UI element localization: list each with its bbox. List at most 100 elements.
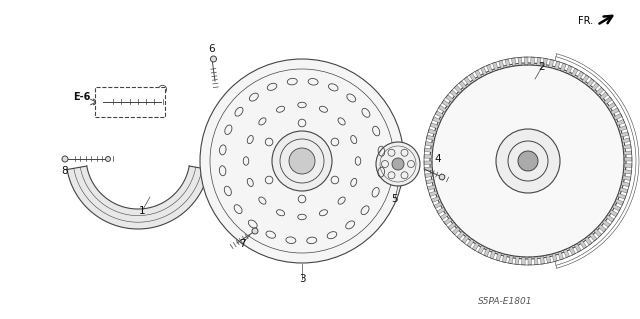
Polygon shape <box>577 71 584 80</box>
Polygon shape <box>430 123 439 129</box>
Polygon shape <box>524 57 528 65</box>
Polygon shape <box>450 90 458 98</box>
Polygon shape <box>424 161 432 165</box>
Polygon shape <box>591 83 599 91</box>
Polygon shape <box>537 57 541 66</box>
Polygon shape <box>428 129 436 135</box>
Polygon shape <box>518 57 522 65</box>
Text: FR.: FR. <box>578 16 593 26</box>
Polygon shape <box>425 142 434 146</box>
Polygon shape <box>426 135 435 140</box>
Polygon shape <box>424 148 433 152</box>
Polygon shape <box>602 219 611 227</box>
Polygon shape <box>584 237 592 245</box>
Polygon shape <box>572 68 578 77</box>
Polygon shape <box>624 164 632 167</box>
Polygon shape <box>509 255 513 264</box>
Polygon shape <box>624 157 632 161</box>
Polygon shape <box>582 75 589 83</box>
Polygon shape <box>454 85 462 93</box>
Polygon shape <box>67 166 209 229</box>
Polygon shape <box>426 179 435 184</box>
Polygon shape <box>502 254 508 263</box>
Polygon shape <box>448 222 456 230</box>
Polygon shape <box>484 248 490 256</box>
Polygon shape <box>618 125 627 131</box>
Circle shape <box>252 228 258 234</box>
Circle shape <box>496 129 560 193</box>
Polygon shape <box>499 60 504 69</box>
Polygon shape <box>622 176 631 181</box>
Polygon shape <box>620 132 628 137</box>
Polygon shape <box>616 119 625 126</box>
Text: 5: 5 <box>392 194 398 204</box>
Polygon shape <box>467 239 474 247</box>
Polygon shape <box>543 58 547 67</box>
Polygon shape <box>613 114 622 120</box>
Text: 8: 8 <box>61 166 68 176</box>
Polygon shape <box>444 218 452 225</box>
Polygon shape <box>540 256 545 264</box>
Polygon shape <box>621 182 630 187</box>
Text: 2: 2 <box>539 62 545 72</box>
Polygon shape <box>433 117 441 123</box>
Polygon shape <box>496 252 502 261</box>
Polygon shape <box>424 154 432 158</box>
Polygon shape <box>457 231 465 239</box>
Polygon shape <box>569 246 575 255</box>
Text: E-6: E-6 <box>74 92 91 102</box>
Text: 3: 3 <box>299 274 305 284</box>
Polygon shape <box>478 245 484 254</box>
Polygon shape <box>617 193 626 199</box>
Circle shape <box>211 56 216 62</box>
Circle shape <box>289 148 315 174</box>
Polygon shape <box>429 191 438 197</box>
Text: 4: 4 <box>435 154 442 164</box>
Polygon shape <box>594 229 602 237</box>
Polygon shape <box>563 249 570 258</box>
Polygon shape <box>431 196 440 203</box>
Polygon shape <box>574 243 581 252</box>
Polygon shape <box>442 100 451 107</box>
Polygon shape <box>548 59 554 68</box>
Circle shape <box>376 142 420 186</box>
Polygon shape <box>579 240 587 249</box>
Polygon shape <box>438 105 447 112</box>
Polygon shape <box>490 250 496 259</box>
Polygon shape <box>425 173 433 178</box>
Polygon shape <box>428 185 436 190</box>
Polygon shape <box>612 204 621 211</box>
Polygon shape <box>611 108 619 115</box>
Circle shape <box>439 174 445 180</box>
Polygon shape <box>435 111 444 118</box>
Polygon shape <box>469 73 477 82</box>
Polygon shape <box>623 151 632 155</box>
Polygon shape <box>522 257 525 265</box>
Polygon shape <box>511 58 516 66</box>
Polygon shape <box>486 64 493 73</box>
Polygon shape <box>528 257 532 265</box>
Polygon shape <box>596 87 604 95</box>
Polygon shape <box>557 251 564 260</box>
Polygon shape <box>464 77 472 85</box>
Polygon shape <box>481 67 487 76</box>
Polygon shape <box>604 97 612 105</box>
Polygon shape <box>515 256 519 264</box>
Polygon shape <box>452 227 460 235</box>
Circle shape <box>106 157 111 161</box>
Polygon shape <box>459 81 467 89</box>
Circle shape <box>200 59 404 263</box>
Polygon shape <box>424 167 433 171</box>
Text: S5PA-E1801: S5PA-E1801 <box>477 296 532 306</box>
Polygon shape <box>434 202 443 209</box>
Circle shape <box>392 158 404 170</box>
Polygon shape <box>475 70 482 78</box>
Polygon shape <box>621 138 630 143</box>
Polygon shape <box>620 188 628 193</box>
Polygon shape <box>560 63 566 72</box>
Text: 1: 1 <box>139 206 145 216</box>
Polygon shape <box>461 235 469 243</box>
Polygon shape <box>472 242 479 251</box>
Polygon shape <box>566 65 572 74</box>
Polygon shape <box>492 62 499 71</box>
